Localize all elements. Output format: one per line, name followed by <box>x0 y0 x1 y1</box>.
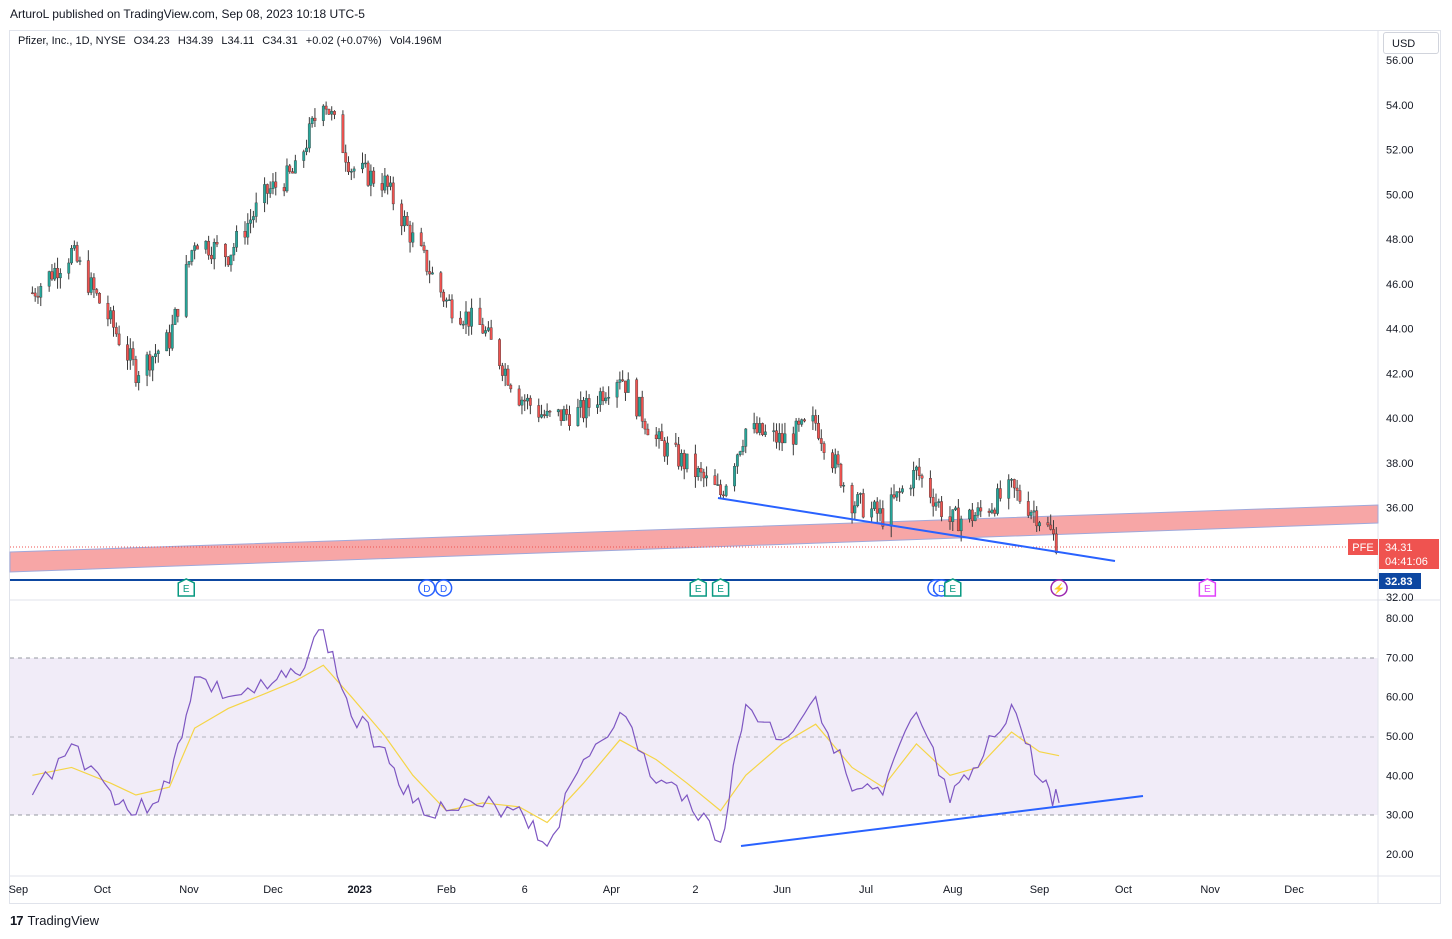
legend-volume: Vol4.196M <box>389 35 442 47</box>
legend-low: L34.11 <box>221 35 255 47</box>
publisher-caption: ArturoL published on TradingView.com, Se… <box>10 7 365 21</box>
legend-high: H34.39 <box>177 35 214 47</box>
symbol-legend: Pfizer, Inc., 1D, NYSE O34.23 H34.39 L34… <box>18 35 447 47</box>
currency-button[interactable]: USD <box>1383 32 1439 54</box>
legend-change: +0.02 (+0.07%) <box>305 35 382 47</box>
legend-symbol[interactable]: Pfizer, Inc., 1D, NYSE <box>18 35 126 47</box>
legend-close: C34.31 <box>262 35 298 47</box>
tradingview-logo-icon: 17 <box>10 913 24 928</box>
footer-brand[interactable]: 17 TradingView <box>10 913 99 928</box>
chart-frame <box>9 30 1441 904</box>
legend-open: O34.23 <box>133 35 170 47</box>
footer-brand-text: TradingView <box>27 913 100 928</box>
